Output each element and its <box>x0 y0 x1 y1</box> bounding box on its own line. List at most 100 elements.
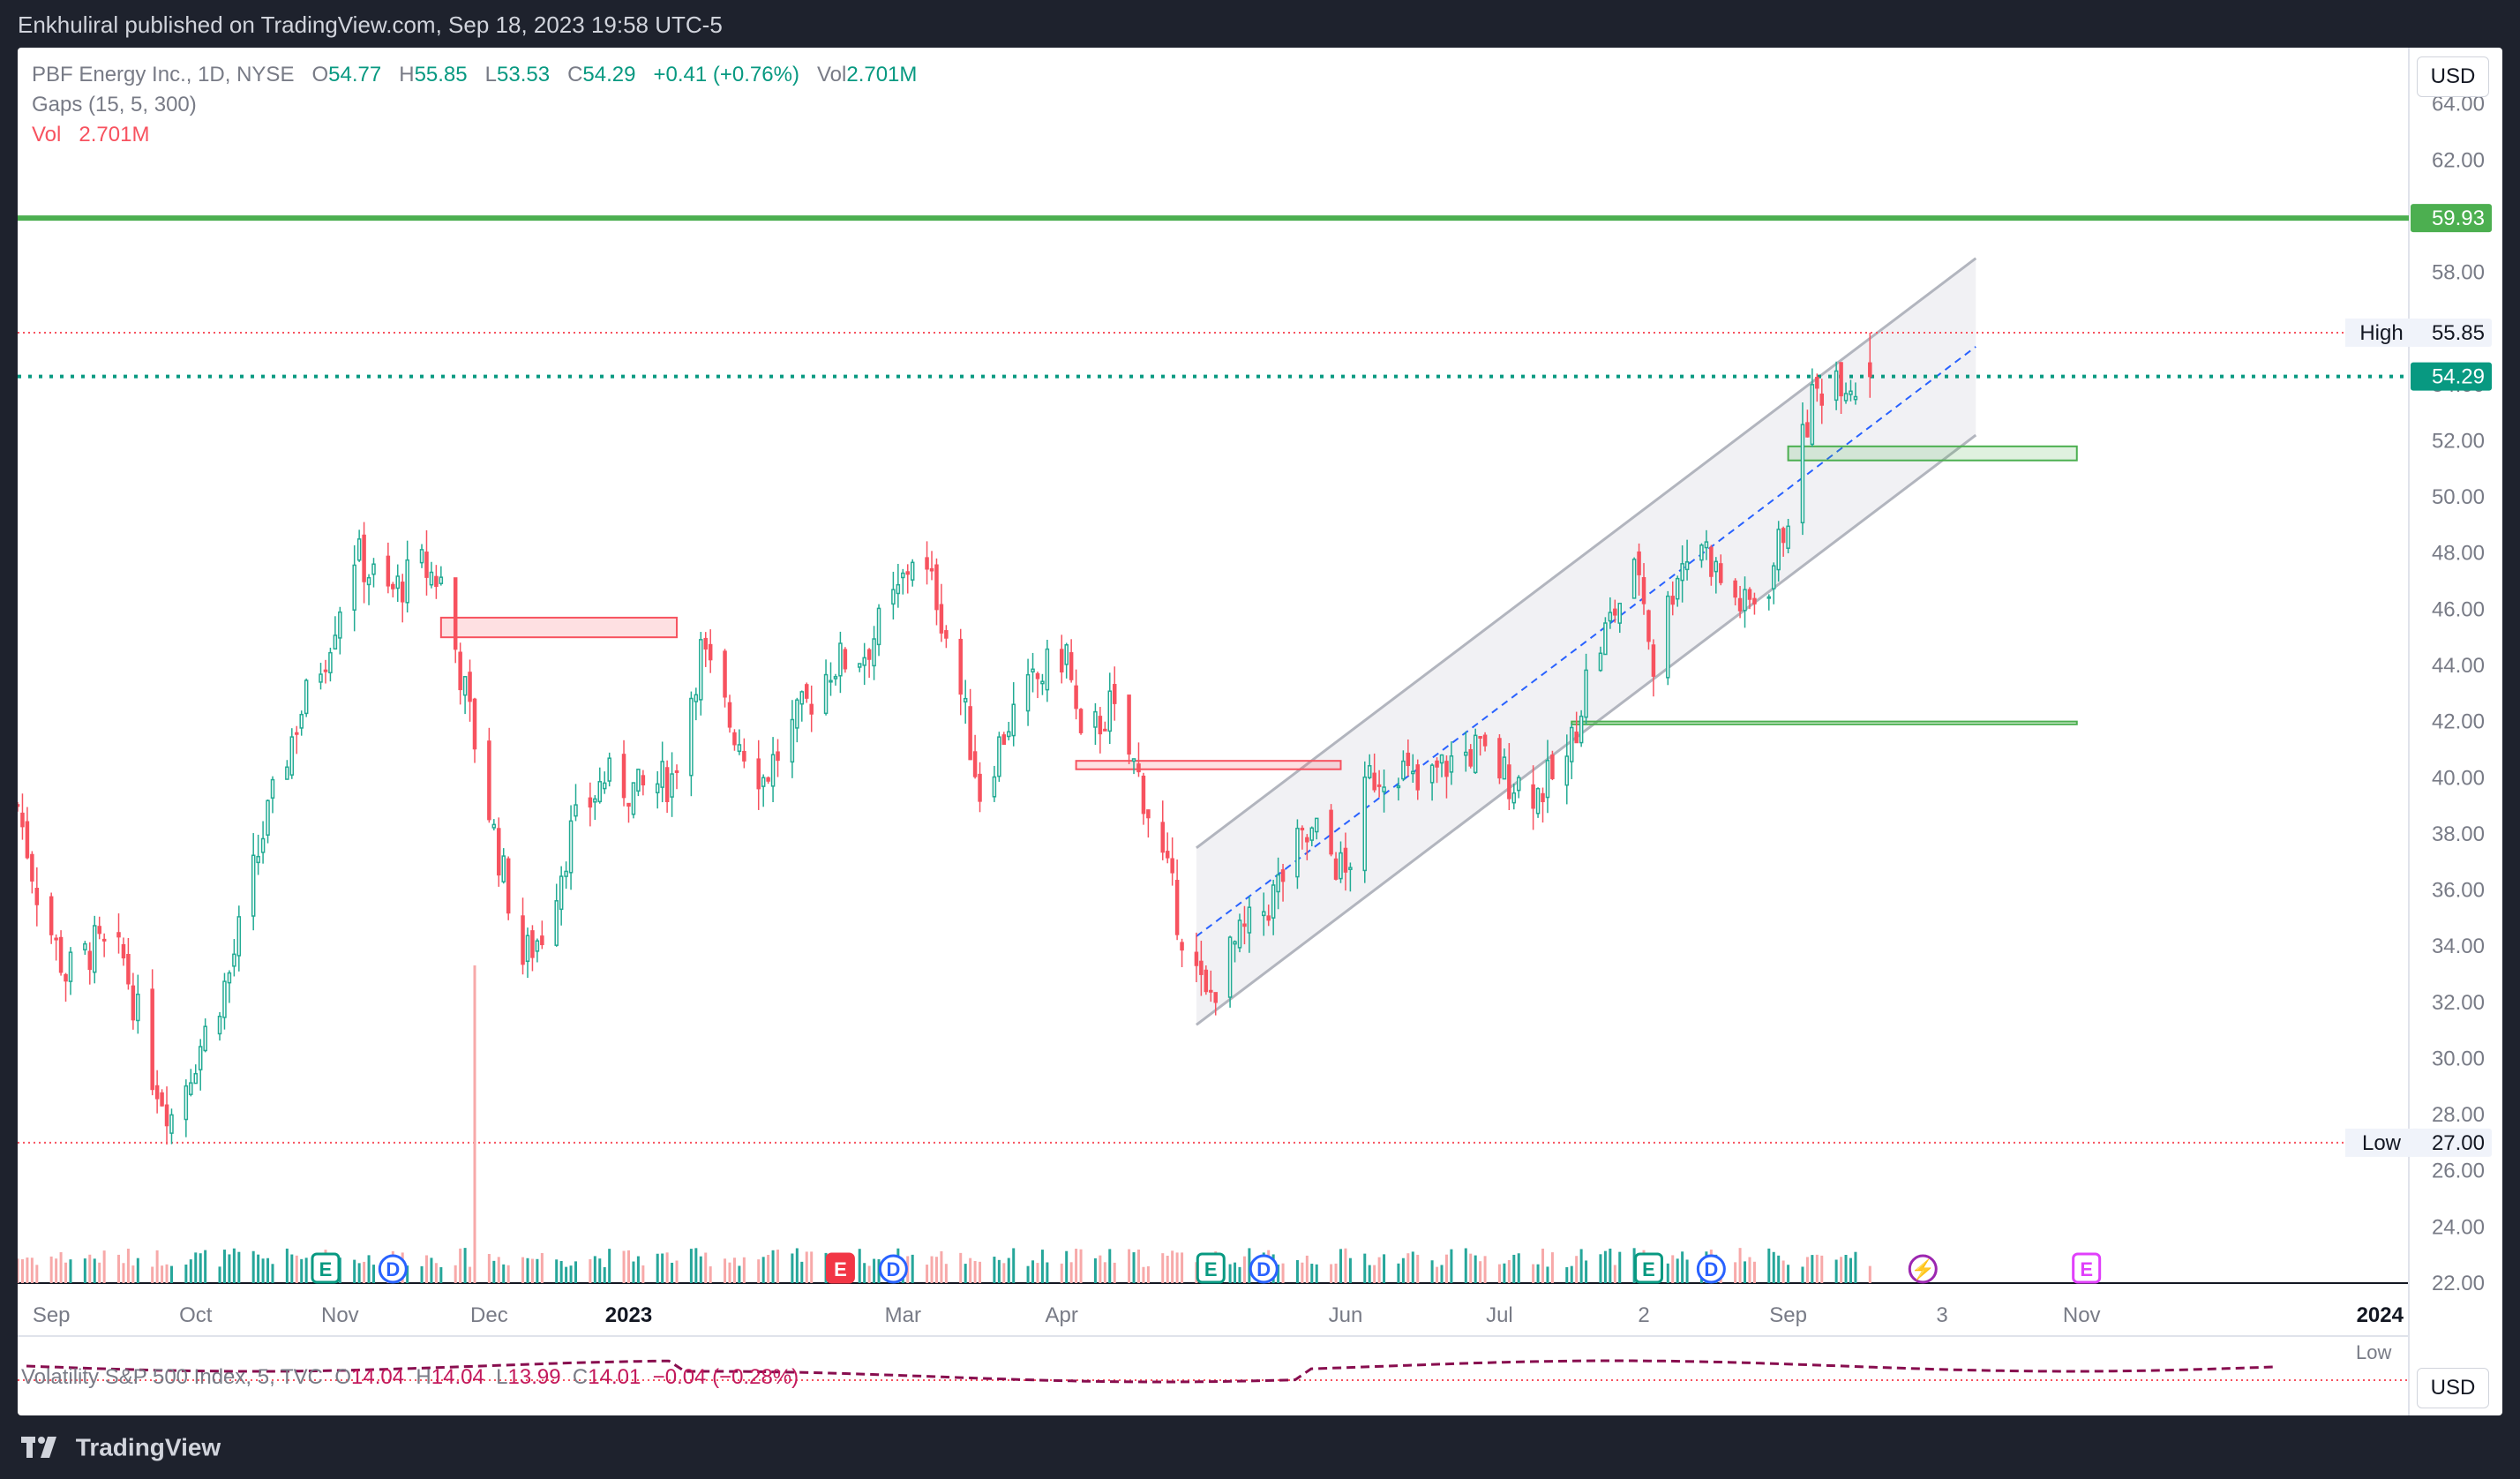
candle-body-40 <box>285 766 289 780</box>
volume-bar-84 <box>574 1261 578 1283</box>
candle-body-218 <box>1478 736 1482 740</box>
candle-body-104 <box>708 643 713 661</box>
volume-bar-146 <box>997 1259 1001 1283</box>
candle-body-212 <box>1439 754 1444 764</box>
volume-bar-262 <box>1777 1255 1781 1283</box>
candle-body-47 <box>328 651 333 674</box>
candle-body-243 <box>1646 610 1651 642</box>
y-tick-1: 24.00 <box>2432 1215 2485 1239</box>
legend-volume-indicator[interactable]: Vol 2.701M <box>32 120 917 150</box>
y-tick-2: 26.00 <box>2432 1160 2485 1183</box>
candle-body-142 <box>968 706 972 761</box>
currency-button[interactable]: USD <box>2417 56 2489 97</box>
volume-bar-15 <box>117 1254 121 1283</box>
candle-body-151 <box>1031 668 1035 672</box>
volume-bar-225 <box>1532 1264 1535 1283</box>
volume-bar-93 <box>636 1256 640 1283</box>
vix-symbol[interactable]: Volatility S&P 500 Index, 5, TVC <box>21 1365 323 1389</box>
volume-bar-44 <box>304 1258 308 1283</box>
volume-bar-67 <box>463 1248 467 1283</box>
candle-body-175 <box>1194 951 1199 966</box>
volume-bar-151 <box>1031 1260 1035 1283</box>
footer-brand[interactable]: TradingView <box>75 1433 221 1461</box>
volume-bar-215 <box>1464 1248 1467 1283</box>
volume-bar-183 <box>1242 1256 1246 1283</box>
candle-body-36 <box>256 855 260 864</box>
volume-bar-168 <box>1142 1266 1145 1283</box>
volume-bar-71 <box>492 1260 496 1283</box>
candle-body-170 <box>1160 822 1165 853</box>
candle-body-217 <box>1473 734 1478 774</box>
vix-low-value: 13.99 <box>507 1365 561 1389</box>
candle-body-231 <box>1569 726 1574 762</box>
vix-currency-button[interactable]: USD <box>2417 1368 2489 1408</box>
volume-bar-103 <box>704 1252 708 1283</box>
volume-bar-18 <box>131 1265 135 1283</box>
candle-body-69 <box>472 698 477 750</box>
x-tick-9: 2 <box>1638 1303 1649 1327</box>
candle-body-266 <box>1805 422 1810 438</box>
candle-body-210 <box>1429 764 1435 784</box>
candle-body-73 <box>501 855 506 882</box>
volume-bar-116 <box>795 1248 799 1283</box>
channel-upper-line <box>1196 257 1977 850</box>
volume-bar-190 <box>1295 1259 1299 1283</box>
candle-body-128 <box>872 638 876 667</box>
gap-box-0 <box>439 616 679 639</box>
candle-body-120 <box>823 673 829 715</box>
volume-bar-268 <box>1815 1254 1819 1283</box>
volume-bar-98 <box>671 1262 674 1283</box>
candle-body-95 <box>655 783 660 793</box>
volume-bar-149 <box>1012 1248 1016 1283</box>
event-label-0: E <box>319 1258 333 1280</box>
volume-bar-198 <box>1344 1248 1347 1283</box>
volume-bar-102 <box>699 1256 702 1283</box>
candle-body-108 <box>737 744 742 753</box>
event-label-1: D <box>386 1258 400 1280</box>
channel-lower-line <box>1196 433 1977 1026</box>
volume-bar-17 <box>126 1248 130 1283</box>
candle-body-239 <box>1617 603 1623 624</box>
event-label-3: D <box>886 1258 900 1280</box>
candle-body-246 <box>1670 596 1675 605</box>
candle-body-234 <box>1584 669 1588 718</box>
price-tag-caption-1: High <box>2359 321 2403 345</box>
candle-body-96 <box>660 761 664 788</box>
volume-bar-267 <box>1811 1255 1814 1283</box>
volume-bar-86 <box>593 1256 596 1283</box>
volume-bar-126 <box>863 1263 866 1283</box>
volume-bar-159 <box>1079 1249 1083 1283</box>
price-tag-3: 27.00 <box>2432 1131 2485 1155</box>
candle-body-21 <box>154 1085 160 1100</box>
y-tick-8: 38.00 <box>2432 822 2485 846</box>
volume-bar-150 <box>1026 1265 1030 1283</box>
candle-body-181 <box>1233 941 1237 945</box>
price-tag-bg-3 <box>2411 1128 2492 1157</box>
y-tick-6: 34.00 <box>2432 935 2485 958</box>
volume-bar-139 <box>944 1264 948 1283</box>
legend-symbol[interactable]: PBF Energy Inc., 1D, NYSE <box>32 63 295 86</box>
price-chart[interactable]: E D E D E D E D ⚡ E 22.00 24.00 26.00 28.00 30.00 32.0… <box>18 48 2502 1415</box>
candle-body-271 <box>1839 362 1843 397</box>
volume-bar-191 <box>1301 1262 1304 1283</box>
event-label-7: D <box>1704 1258 1718 1280</box>
event-marker-1 <box>378 1254 408 1284</box>
candle-body-275 <box>1868 362 1872 378</box>
candle-body-186 <box>1266 915 1271 921</box>
volume-bar-221 <box>1503 1263 1506 1283</box>
legend-gaps-indicator[interactable]: Gaps (15, 5, 300) <box>32 93 197 116</box>
candle-body-138 <box>939 604 944 634</box>
candle-body-103 <box>703 637 708 650</box>
volume-bar-70 <box>487 1254 491 1283</box>
volume-bar-165 <box>1128 1249 1131 1283</box>
candle-body-257 <box>1743 589 1747 612</box>
candle-body-116 <box>795 699 799 729</box>
candle-body-98 <box>670 773 674 798</box>
volume-bar-136 <box>930 1256 934 1283</box>
candle-body-180 <box>1227 936 1233 998</box>
volume-bar-203 <box>1377 1257 1381 1283</box>
candle-body-37 <box>260 837 266 853</box>
candle-body-149 <box>1011 703 1016 737</box>
event-label-9: E <box>2080 1258 2093 1280</box>
candle-body-177 <box>1204 969 1209 993</box>
